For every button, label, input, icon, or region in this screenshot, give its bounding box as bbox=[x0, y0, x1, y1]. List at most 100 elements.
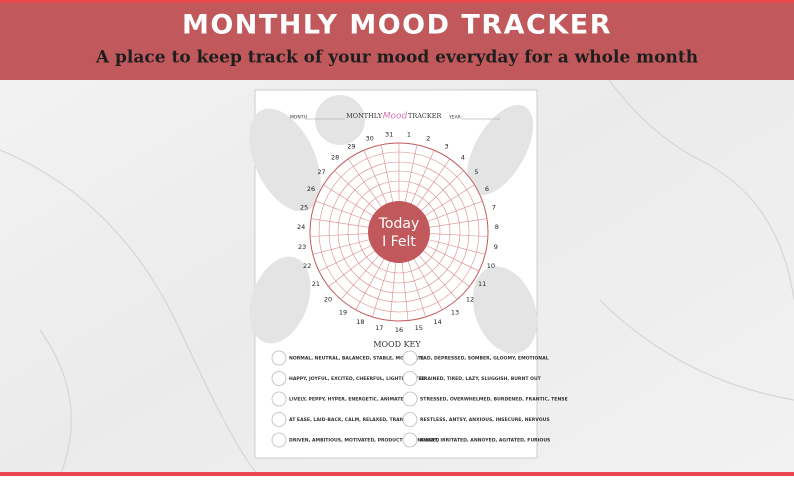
banner bbox=[0, 0, 794, 80]
wheel-spoke bbox=[421, 170, 464, 211]
day-number: 30 bbox=[366, 134, 374, 142]
wheel-spoke bbox=[428, 239, 486, 255]
wheel-spoke bbox=[407, 261, 426, 318]
mood-text: LIVELY, PEPPY, HYPER, ENERGETIC, ANIMATE… bbox=[289, 397, 408, 403]
day-number: 21 bbox=[312, 280, 320, 288]
day-number: 10 bbox=[487, 262, 495, 270]
wheel-spoke bbox=[310, 233, 369, 237]
day-number: 26 bbox=[307, 185, 315, 193]
month-label: MONTH bbox=[290, 115, 307, 121]
day-number: 5 bbox=[474, 168, 478, 176]
day-number: 31 bbox=[385, 131, 393, 139]
mood-text: HAPPY, JOYFUL, EXCITED, CHEERFUL, LIGHTH… bbox=[289, 376, 426, 382]
day-number: 29 bbox=[347, 142, 355, 150]
wheel-spoke bbox=[410, 150, 435, 204]
day-number: 2 bbox=[426, 134, 430, 142]
day-number: 7 bbox=[492, 203, 496, 211]
mood-checkbox bbox=[271, 371, 287, 386]
wheel-spoke bbox=[363, 150, 388, 204]
mood-wheel: 1 234567891011121314151617181920212223242… bbox=[297, 131, 499, 334]
wheel-spoke bbox=[340, 255, 380, 300]
bottom-edge bbox=[0, 472, 794, 476]
center-text: Today bbox=[378, 216, 420, 232]
wheel-spoke bbox=[429, 218, 488, 228]
day-number: 9 bbox=[494, 243, 498, 251]
day-number: 17 bbox=[375, 324, 383, 332]
wheel-spoke bbox=[416, 158, 451, 207]
day-number: 19 bbox=[339, 308, 347, 316]
day-number: 18 bbox=[356, 318, 364, 326]
wheel-spoke bbox=[328, 250, 375, 287]
mood-text: SAD, DEPRESSED, SOMBER, GLOOMY, EMOTIONA… bbox=[420, 356, 549, 362]
mood-text: NORMAL, NEUTRAL, BALANCED, STABLE, MODER… bbox=[289, 356, 424, 362]
banner-subtitle: A place to keep track of your mood every… bbox=[95, 48, 698, 68]
title-part: Mood bbox=[383, 112, 408, 122]
wheel-spoke bbox=[323, 184, 373, 216]
wheel-spoke bbox=[426, 245, 480, 272]
mood-text: ANGRY, IRRITATED, ANNOYED, AGITATED, FUR… bbox=[420, 438, 550, 444]
year-label: YEAR: bbox=[448, 115, 462, 121]
banner-edge bbox=[0, 0, 794, 3]
day-number: 12 bbox=[466, 296, 474, 304]
mood-key-title: MOOD KEY bbox=[373, 340, 421, 349]
wheel-spoke bbox=[355, 258, 385, 310]
wheel-spoke bbox=[427, 200, 483, 222]
mood-checkbox bbox=[402, 391, 418, 407]
mood-checkbox bbox=[402, 371, 418, 386]
day-number: 16 bbox=[395, 326, 403, 334]
day-number: 6 bbox=[485, 185, 489, 193]
mood-checkbox bbox=[271, 412, 287, 427]
wheel-spoke bbox=[389, 262, 397, 321]
center-text: I Felt bbox=[382, 234, 416, 250]
wheel-spoke bbox=[404, 144, 418, 202]
wheel-center bbox=[368, 201, 430, 263]
mood-text: AT EASE, LAID-BACK, CALM, RELAXED, TRANQ… bbox=[289, 417, 416, 423]
wheel-spoke bbox=[380, 144, 394, 202]
mood-checkbox bbox=[271, 350, 287, 366]
day-number: 22 bbox=[303, 262, 311, 270]
mood-checkbox bbox=[271, 432, 287, 448]
mood-checkbox bbox=[402, 350, 418, 366]
title-part: TRACKER bbox=[408, 112, 442, 120]
wheel-spoke bbox=[312, 239, 370, 255]
day-number: 13 bbox=[451, 308, 459, 316]
day-number: 24 bbox=[297, 223, 305, 231]
wheel-spoke bbox=[425, 184, 475, 216]
wheel-spoke bbox=[372, 261, 391, 318]
wheel-spoke bbox=[318, 245, 372, 272]
day-number: 4 bbox=[461, 154, 465, 162]
wheel-spoke bbox=[347, 158, 382, 207]
day-number: 3 bbox=[444, 142, 448, 150]
mood-text: DRAINED, TIRED, LAZY, SLUGGISH, BURNT OU… bbox=[420, 376, 542, 382]
mood-checkbox bbox=[271, 391, 287, 407]
wheel-spoke bbox=[334, 170, 377, 211]
mood-text: RESTLESS, ANTSY, ANXIOUS, INSECURE, NERV… bbox=[420, 417, 550, 423]
wheel-spoke bbox=[418, 255, 458, 300]
wheel-spoke bbox=[315, 200, 371, 222]
day-number: 14 bbox=[434, 318, 442, 326]
day-number: 1 bbox=[407, 131, 411, 139]
wheel-spoke bbox=[310, 218, 369, 228]
day-number: 8 bbox=[495, 223, 499, 231]
wheel-spoke bbox=[401, 262, 409, 321]
mood-checkbox bbox=[402, 412, 418, 427]
day-number: 11 bbox=[478, 280, 486, 288]
day-number: 15 bbox=[415, 324, 423, 332]
day-number: 20 bbox=[324, 296, 332, 304]
wheel-spoke bbox=[423, 250, 470, 287]
wheel-spoke bbox=[429, 233, 488, 237]
title-part: MONTHLY bbox=[346, 112, 383, 120]
mood-text: STRESSED, OVERWHELMED, BURDENED, FRANTIC… bbox=[420, 397, 568, 403]
day-number: 27 bbox=[317, 168, 325, 176]
day-number: 25 bbox=[300, 203, 308, 211]
day-number: 28 bbox=[331, 154, 339, 162]
mood-text: DRIVEN, AMBITIOUS, MOTIVATED, PRODUCTIVE… bbox=[289, 438, 439, 444]
mood-checkbox bbox=[402, 432, 418, 448]
wheel-spoke bbox=[413, 258, 443, 310]
mood-key: NORMAL, NEUTRAL, BALANCED, STABLE, MODER… bbox=[271, 350, 568, 448]
banner-title: MONTHLY MOOD TRACKER bbox=[182, 10, 612, 41]
day-number: 23 bbox=[298, 243, 306, 251]
